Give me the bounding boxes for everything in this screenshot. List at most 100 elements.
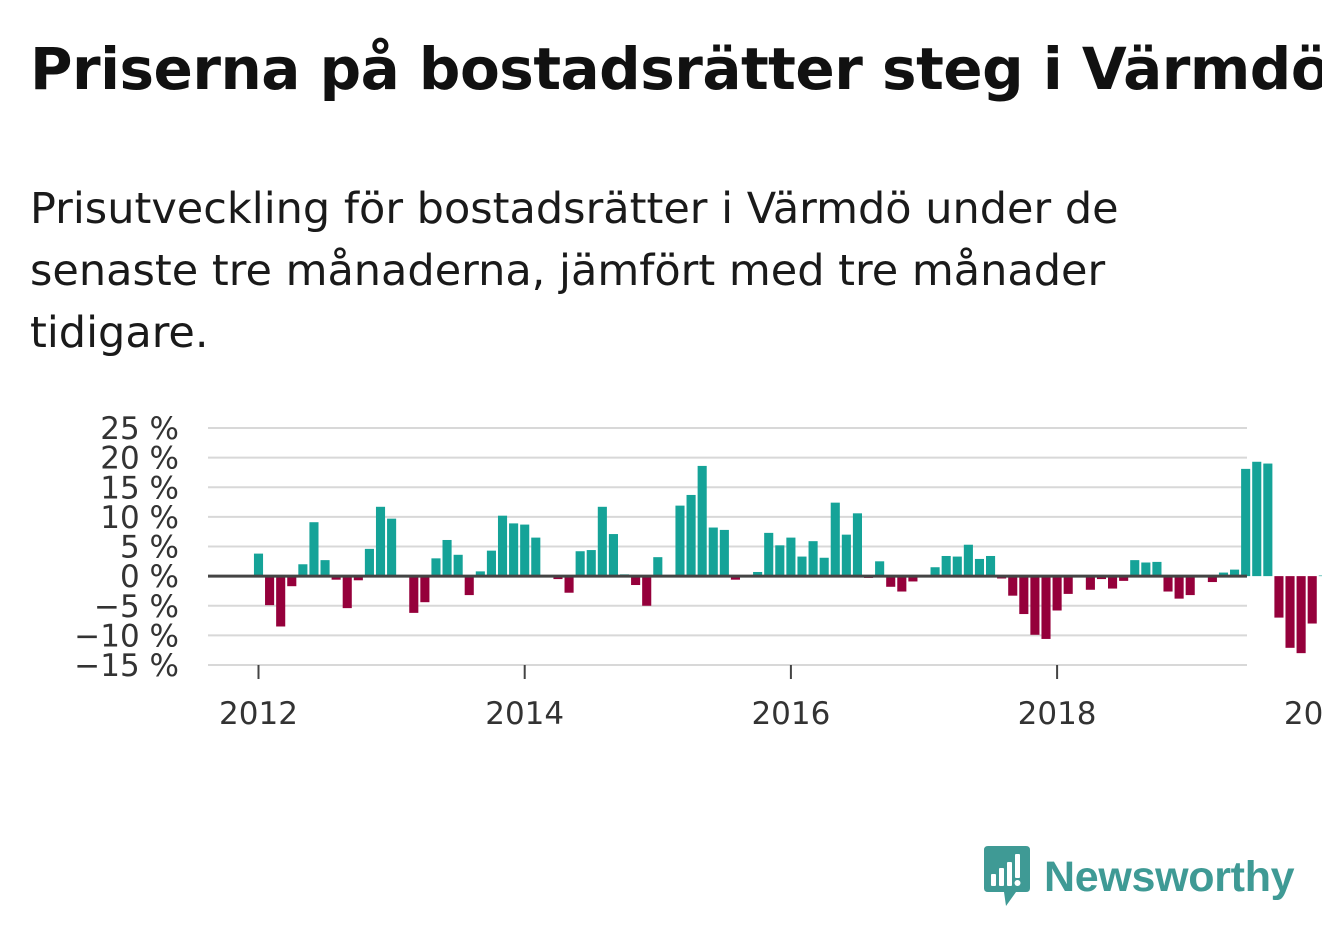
bar — [697, 465, 707, 577]
bar — [719, 529, 729, 577]
y-tick-label: 5 % — [120, 530, 179, 566]
bar — [1019, 576, 1029, 615]
bar — [764, 532, 774, 577]
bar — [464, 576, 474, 596]
price-change-bar-chart: 25 %20 %15 %10 %5 %0 %−5 %−10 %−15 % 201… — [74, 411, 1322, 732]
brand-name: Newsworthy — [1044, 852, 1295, 901]
bar — [265, 576, 275, 606]
bar — [952, 556, 962, 577]
bar — [930, 567, 940, 577]
bar — [287, 576, 297, 587]
bar — [852, 513, 862, 577]
bar — [575, 551, 585, 577]
x-tick-label: 2020 — [1284, 696, 1322, 732]
bar — [797, 556, 807, 577]
bar — [353, 576, 363, 581]
bar-series — [253, 461, 1322, 654]
bar — [974, 558, 985, 577]
bar — [642, 576, 652, 606]
bar — [375, 506, 386, 577]
y-tick-label: 10 % — [100, 500, 179, 536]
bar — [1230, 569, 1240, 577]
bar — [497, 515, 508, 577]
bar — [1296, 576, 1306, 654]
bar — [1063, 576, 1073, 594]
bar — [1285, 576, 1295, 648]
bar — [1030, 576, 1040, 635]
y-tick-label: −5 % — [94, 589, 179, 625]
bar — [830, 502, 840, 577]
y-tick-label: 20 % — [100, 441, 179, 477]
bar — [364, 548, 374, 577]
chart-title: Priserna på bostadsrätter steg i Värmdö — [30, 35, 1322, 103]
bar — [730, 576, 740, 580]
bar — [1307, 576, 1317, 624]
bar — [253, 553, 264, 577]
bar — [841, 534, 851, 577]
x-tick-label: 2016 — [751, 696, 830, 732]
bar — [1207, 576, 1217, 583]
newsworthy-logo: Newsworthy — [982, 846, 1295, 908]
bar — [1241, 468, 1251, 577]
bar — [431, 558, 441, 577]
bar — [897, 576, 907, 592]
bar — [1108, 576, 1118, 589]
bar — [409, 576, 419, 613]
bar — [753, 571, 763, 577]
bar — [442, 539, 452, 577]
bar — [1130, 560, 1140, 577]
bar — [608, 534, 618, 577]
bar — [586, 550, 596, 577]
bar — [631, 576, 641, 586]
bar — [1174, 576, 1184, 599]
bar — [653, 557, 663, 577]
bar — [908, 576, 918, 582]
y-tick-label: 0 % — [120, 559, 179, 595]
y-tick-label: −15 % — [74, 648, 179, 684]
bar — [1141, 562, 1151, 577]
bar — [786, 537, 796, 577]
bar — [453, 554, 463, 577]
bar — [320, 560, 330, 577]
bar — [531, 537, 541, 577]
bar — [276, 576, 286, 627]
bar — [1318, 575, 1322, 577]
x-tick-label: 2014 — [485, 696, 564, 732]
chart-subtitle: Prisutveckling för bostadsrätter i Värmd… — [30, 184, 1119, 358]
bar — [1274, 576, 1284, 618]
bar — [1008, 576, 1018, 596]
bar — [486, 550, 496, 577]
bar — [1119, 576, 1129, 581]
bar — [1252, 461, 1262, 577]
x-tick-label: 2018 — [1018, 696, 1097, 732]
bar — [597, 506, 607, 577]
bar — [963, 544, 973, 577]
bar — [342, 576, 352, 609]
bar — [309, 522, 319, 577]
bar — [819, 557, 829, 577]
x-axis-ticks: 20122014201620182020202220242026 — [219, 665, 1322, 732]
bar — [1052, 576, 1062, 611]
bar — [420, 576, 430, 603]
bar — [1041, 576, 1051, 639]
bar — [509, 523, 519, 577]
bar — [1163, 576, 1173, 592]
bar — [331, 576, 341, 580]
bar — [708, 527, 718, 577]
bar — [520, 524, 530, 577]
y-axis-ticks: 25 %20 %15 %10 %5 %0 %−5 %−10 %−15 % — [74, 411, 179, 684]
bar — [475, 571, 485, 577]
bar — [1085, 576, 1095, 590]
y-tick-label: −10 % — [74, 618, 179, 654]
bar — [387, 518, 397, 577]
bar — [886, 576, 896, 587]
bar — [808, 541, 818, 577]
y-tick-label: 25 % — [100, 411, 179, 447]
bar — [1218, 572, 1229, 577]
newsworthy-logo-icon — [984, 846, 1030, 906]
bar — [986, 555, 996, 577]
bar — [564, 576, 574, 593]
bar — [875, 561, 885, 577]
bar — [1152, 561, 1162, 577]
bar — [298, 564, 308, 577]
